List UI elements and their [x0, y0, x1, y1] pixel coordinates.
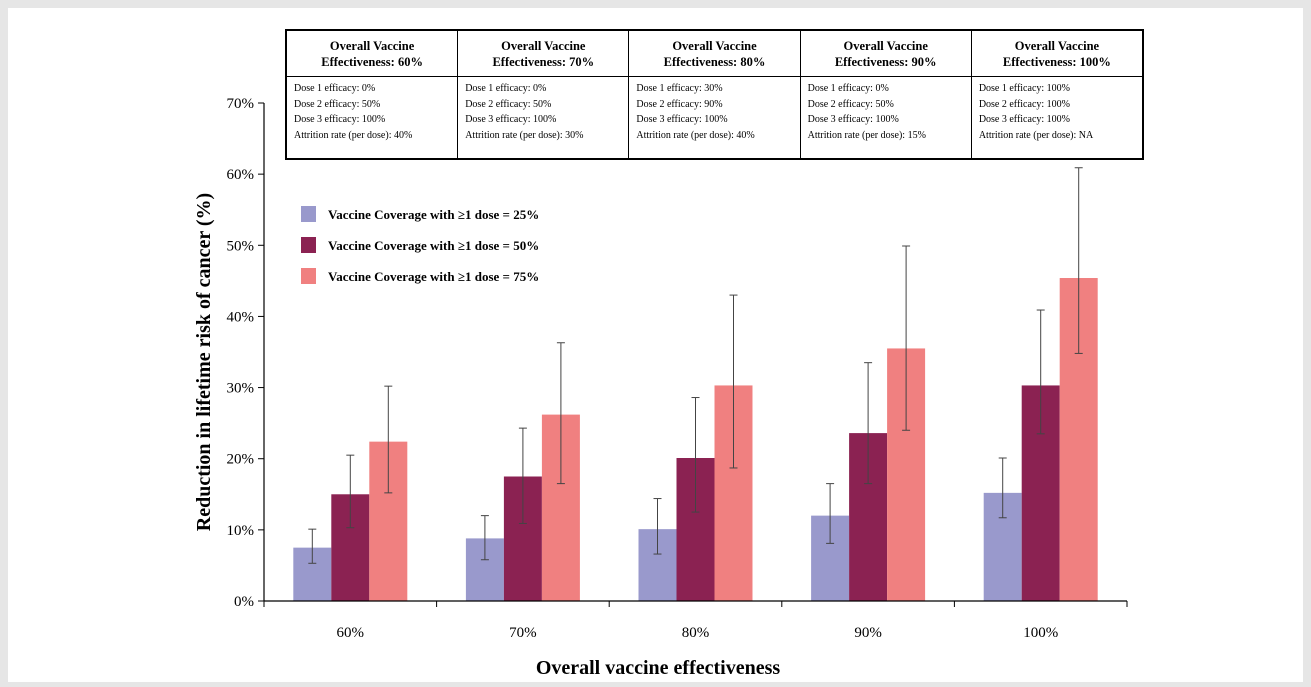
- scenario-column: Overall Vaccine Effectiveness: 80% Dose 1…: [629, 31, 801, 158]
- scenario-header-line: Effectiveness: 70%: [492, 54, 595, 69]
- scenario-detail: Attrition rate (per dose): 15%: [807, 129, 926, 141]
- scenario-column: Overall Vaccine Effectiveness: 60% Dose 1…: [287, 31, 459, 158]
- y-tick-label: 70%: [227, 96, 255, 112]
- scenario-column: Overall Vaccine Effectiveness: 100% Dose …: [971, 31, 1143, 158]
- scenario-detail: Dose 3 efficacy: 100%: [978, 114, 1070, 125]
- scenario-detail: Attrition rate (per dose): 40%: [636, 129, 755, 141]
- scenario-header-line: Effectiveness: 60%: [321, 54, 423, 69]
- legend-swatch: [301, 206, 316, 222]
- scenario-header: Overall Vaccine Effectiveness: 60%: [287, 31, 458, 77]
- y-tick-label: 20%: [227, 452, 255, 468]
- scenario-detail: Dose 1 efficacy: 0%: [807, 83, 889, 94]
- y-tick-label: 60%: [227, 167, 255, 183]
- legend-swatch: [301, 268, 316, 284]
- scenario-column: Overall Vaccine Effectiveness: 70% Dose 1…: [458, 31, 630, 158]
- scenario-detail: Attrition rate (per dose): 30%: [465, 129, 584, 141]
- scenario-header-line: Effectiveness: 100%: [1002, 54, 1111, 69]
- scenario-detail: Dose 1 efficacy: 100%: [978, 83, 1070, 94]
- scenario-header-line: Overall Vaccine: [1014, 38, 1100, 53]
- scenario-detail: Dose 2 efficacy: 90%: [636, 98, 723, 110]
- scenario-table: Overall Vaccine Effectiveness: 60% Dose 1…: [285, 29, 1144, 160]
- figure-panel: 0% 10% 20% 30% 40% 50% 60% 70% 60% 70% 80% 90% 100%…: [8, 8, 1303, 682]
- scenario-header: Overall Vaccine Effectiveness: 90%: [800, 31, 971, 77]
- legend-entry: Vaccine Coverage with ≥1 dose = 25%: [328, 207, 539, 222]
- scenario-header-line: Overall Vaccine: [329, 38, 415, 53]
- scenario-detail: Dose 3 efficacy: 100%: [465, 114, 557, 125]
- y-tick-label: 30%: [227, 381, 255, 397]
- x-tick-label: 80%: [682, 625, 710, 641]
- scenario-detail: Dose 1 efficacy: 0%: [465, 83, 547, 94]
- x-tick-label: 100%: [1023, 625, 1058, 641]
- scenario-detail: Dose 3 efficacy: 100%: [294, 114, 386, 125]
- scenario-column: Overall Vaccine Effectiveness: 90% Dose 1…: [800, 31, 972, 158]
- scenario-header: Overall Vaccine Effectiveness: 100%: [971, 31, 1143, 77]
- x-tick-label: 90%: [854, 625, 882, 641]
- scenario-detail: Dose 2 efficacy: 50%: [294, 98, 381, 110]
- legend-swatch: [301, 237, 316, 253]
- y-tick-label: 10%: [227, 523, 255, 539]
- scenario-detail: Dose 3 efficacy: 100%: [807, 114, 899, 125]
- y-tick-label: 50%: [227, 238, 255, 254]
- scenario-header: Overall Vaccine Effectiveness: 70%: [458, 31, 629, 77]
- scenario-header-line: Effectiveness: 80%: [663, 54, 766, 69]
- scenario-detail: Dose 2 efficacy: 50%: [807, 98, 894, 110]
- scenario-detail: Attrition rate (per dose): 40%: [294, 129, 413, 141]
- scenario-detail: Dose 1 efficacy: 0%: [294, 83, 376, 94]
- scenario-detail: Dose 2 efficacy: 50%: [465, 98, 552, 110]
- y-tick-label: 40%: [227, 309, 255, 325]
- scenario-header-line: Overall Vaccine: [672, 38, 757, 53]
- scenario-detail: Dose 2 efficacy: 100%: [978, 98, 1070, 110]
- scenario-detail: Dose 3 efficacy: 100%: [636, 114, 728, 125]
- scenario-header-line: Overall Vaccine: [843, 38, 928, 53]
- x-tick-label: 60%: [337, 625, 365, 641]
- scenario-header-line: Effectiveness: 90%: [834, 54, 937, 69]
- bar-chart: 0% 10% 20% 30% 40% 50% 60% 70% 60% 70% 80% 90% 100%…: [193, 96, 1128, 679]
- legend-entry: Vaccine Coverage with ≥1 dose = 50%: [328, 238, 539, 253]
- scenario-header: Overall Vaccine Effectiveness: 80%: [629, 31, 800, 77]
- legend-entry: Vaccine Coverage with ≥1 dose = 75%: [328, 269, 539, 284]
- scenario-header-line: Overall Vaccine: [501, 38, 586, 53]
- y-tick-label: 0%: [234, 594, 254, 610]
- y-axis-title: Reduction in lifetime risk of cancer (%): [193, 193, 215, 531]
- scenario-detail: Dose 1 efficacy: 30%: [636, 83, 723, 94]
- x-axis-title: Overall vaccine effectiveness: [536, 657, 781, 679]
- scenario-detail: Attrition rate (per dose): NA: [978, 129, 1094, 141]
- x-tick-label: 70%: [509, 625, 537, 641]
